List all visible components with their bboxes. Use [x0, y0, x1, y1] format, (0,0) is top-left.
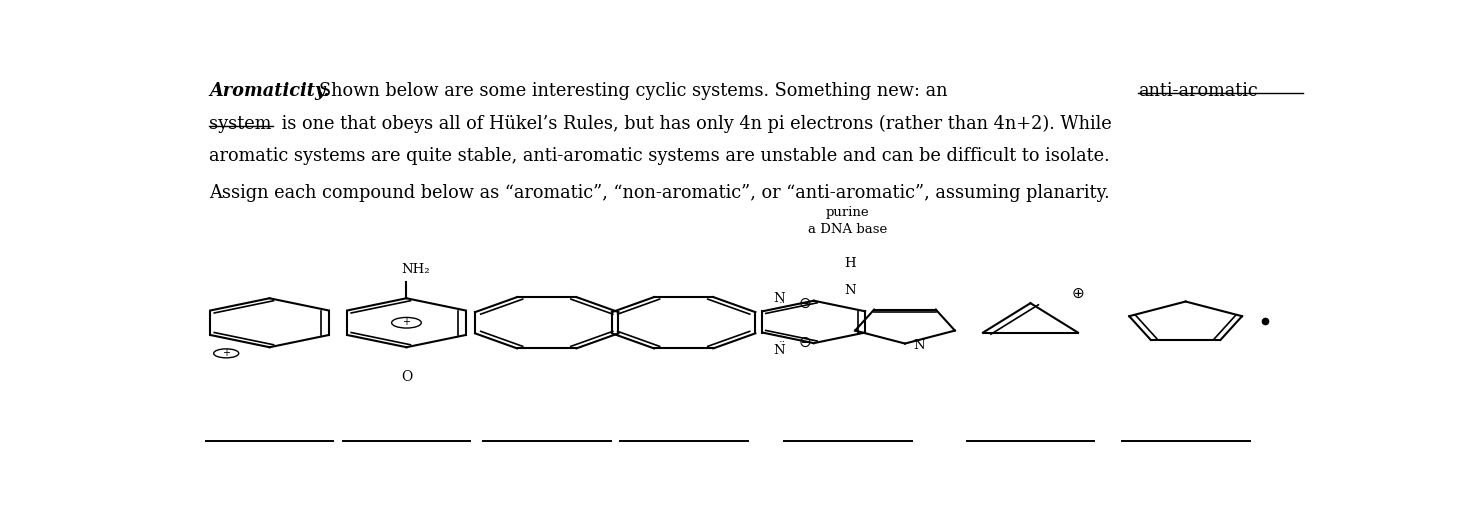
Text: N: N	[845, 284, 857, 297]
Text: is one that obeys all of Hükel’s Rules, but has only 4n pi electrons (rather tha: is one that obeys all of Hükel’s Rules, …	[277, 114, 1113, 133]
Text: N: N	[774, 344, 785, 357]
Text: ⊖: ⊖	[799, 296, 811, 311]
Text: anti-aromatic: anti-aromatic	[1138, 82, 1257, 100]
Text: system: system	[209, 114, 271, 132]
Text: aromatic systems are quite stable, anti-aromatic systems are unstable and can be: aromatic systems are quite stable, anti-…	[209, 147, 1110, 165]
Text: H: H	[845, 257, 857, 270]
Text: +: +	[222, 348, 230, 358]
Text: Aromaticity.: Aromaticity.	[209, 82, 330, 100]
Text: +: +	[402, 317, 411, 328]
Text: N: N	[913, 339, 924, 352]
Text: N: N	[774, 292, 785, 305]
Text: ··: ··	[779, 298, 786, 308]
Text: ⊖: ⊖	[799, 335, 811, 350]
Text: Assign each compound below as “aromatic”, “non-aromatic”, or “anti-aromatic”, as: Assign each compound below as “aromatic”…	[209, 184, 1110, 202]
Text: O: O	[400, 370, 412, 384]
Text: ··: ··	[779, 337, 786, 347]
Text: purine: purine	[826, 207, 870, 219]
Text: a DNA base: a DNA base	[808, 223, 888, 236]
Text: NH₂: NH₂	[402, 263, 430, 276]
Text: ⊕: ⊕	[1072, 286, 1085, 301]
Text: Shown below are some interesting cyclic systems. Something new: an: Shown below are some interesting cyclic …	[318, 82, 952, 100]
